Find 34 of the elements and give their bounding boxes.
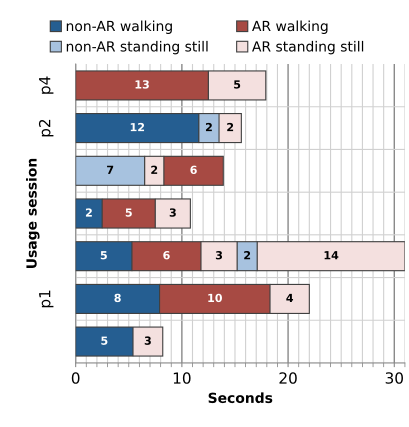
x-tick-label: 20 — [279, 372, 297, 384]
data-label: 5 — [126, 208, 132, 217]
data-label: 14 — [324, 251, 338, 260]
x-tick-label: 30 — [386, 372, 403, 384]
data-label: 6 — [163, 251, 170, 260]
y-tick-label: p2 — [38, 120, 54, 136]
legend-label: non-AR standing still — [66, 40, 208, 54]
data-label: 2 — [227, 122, 234, 132]
data-label: 2 — [244, 251, 250, 260]
legend-label: non-AR walking — [66, 20, 172, 34]
data-label: 3 — [170, 208, 176, 217]
data-label: 7 — [107, 166, 114, 174]
legend-label: AR walking — [252, 20, 328, 34]
data-label: 2 — [206, 122, 212, 132]
data-label: 5 — [101, 336, 108, 345]
legend-label: AR standing still — [252, 40, 364, 54]
data-label: 4 — [286, 294, 294, 302]
y-axis-title: Usage session — [26, 158, 40, 268]
x-tick-label: 0 — [72, 372, 80, 384]
x-axis-title: Seconds — [208, 392, 272, 404]
data-label: 13 — [136, 80, 149, 89]
data-label: 3 — [144, 336, 151, 345]
data-label: 5 — [234, 80, 240, 89]
data-label: 8 — [114, 294, 121, 302]
data-label: 5 — [100, 251, 107, 260]
y-tick-label: p4 — [39, 76, 54, 94]
data-label: 2 — [86, 208, 92, 217]
data-label: 3 — [216, 251, 222, 260]
data-label: 2 — [151, 166, 158, 174]
data-label: 6 — [190, 166, 197, 174]
x-tick-label: 10 — [174, 372, 191, 384]
data-label: 10 — [208, 294, 222, 302]
y-tick-label: p1 — [39, 290, 54, 308]
data-label: 12 — [130, 122, 144, 132]
